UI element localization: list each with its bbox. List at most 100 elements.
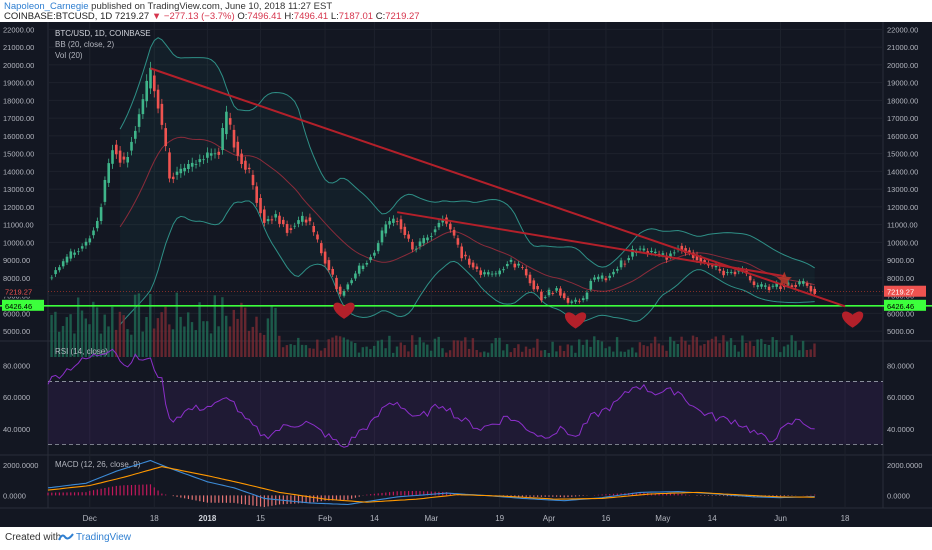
candle-body (809, 286, 813, 292)
volume-bar (206, 321, 209, 357)
rsi-line (47, 348, 815, 448)
volume-bar (699, 345, 702, 357)
candle-body (240, 153, 243, 164)
candle-body (650, 250, 653, 253)
volume-bar (756, 339, 759, 357)
candle-body (221, 128, 224, 150)
right-y-tick-label: 17000.00 (887, 114, 918, 123)
volume-bar (380, 339, 383, 357)
volume-bar (786, 344, 790, 357)
candle-body (395, 221, 399, 222)
left-y-tick-label: 17000.00 (3, 114, 34, 123)
volume-bar (794, 341, 797, 357)
candle-body (767, 286, 771, 290)
volume-bar (452, 340, 456, 357)
volume-bar (251, 326, 254, 357)
volume-bar (509, 352, 512, 357)
candle-body (562, 293, 566, 299)
candle-body (399, 219, 403, 230)
x-tick-label: 19 (495, 514, 504, 523)
volume-bar (281, 347, 285, 357)
candle-body (92, 230, 95, 236)
volume-bar (399, 342, 402, 357)
candle-body (532, 280, 536, 290)
volume-bar (813, 343, 816, 357)
volume-bar (528, 348, 531, 357)
candle-body (335, 277, 338, 290)
ohlc-line: COINBASE:BTCUSD, 1D 7219.27 ▼ −277.13 (−… (4, 11, 420, 22)
right-y-tick-label: 12000.00 (887, 203, 918, 212)
candle-body (471, 262, 475, 268)
candle-body (771, 285, 775, 287)
candle-body (380, 230, 384, 243)
right-y-tick-label: 10000.00 (887, 238, 918, 247)
x-tick-label: 18 (841, 514, 850, 523)
candle-body (338, 286, 342, 295)
candle-body (623, 263, 627, 265)
volume-bar (798, 350, 801, 357)
candle-body (483, 272, 486, 275)
left-y-tick-label: 18000.00 (3, 96, 34, 105)
volume-bar (418, 337, 421, 357)
x-tick-label: 14 (370, 514, 379, 523)
author-link[interactable]: Napoleon_Carnegie (4, 1, 89, 12)
volume-bar (414, 344, 418, 357)
chart-area[interactable]: 5000.005000.006000.006000.007000.007000.… (0, 22, 932, 527)
volume-bar (80, 310, 84, 357)
candle-body (779, 286, 782, 289)
volume-bar (585, 339, 588, 357)
price-legend-title: BTC/USD, 1D, COINBASE (55, 29, 151, 38)
candle-body (502, 269, 505, 271)
volume-bar (403, 345, 406, 357)
candle-body (160, 103, 164, 125)
candle-body (813, 288, 816, 294)
volume-bar (133, 294, 137, 357)
candle-body (487, 272, 490, 275)
volume-bar (627, 349, 630, 357)
candle-body (509, 259, 513, 262)
candle-body (168, 152, 171, 179)
tradingview-link[interactable]: TradingView (76, 532, 132, 543)
volume-bar (608, 346, 611, 357)
candle-body (566, 298, 570, 303)
volume-bar (384, 348, 387, 357)
candle-body (593, 277, 596, 280)
volume-bar (300, 344, 304, 357)
bollinger-lower-band (119, 200, 815, 325)
right-y-tick-label: 22000.00 (887, 25, 918, 34)
volume-bar (729, 338, 733, 357)
candle-body (691, 252, 695, 259)
volume-bar (547, 353, 550, 357)
candle-body (513, 263, 517, 268)
volume-bar (274, 307, 277, 357)
candle-body (479, 270, 482, 275)
volume-bar (467, 348, 471, 357)
candle-body (517, 263, 520, 266)
candle-body (794, 285, 797, 287)
candle-body (540, 291, 543, 301)
volume-bar (213, 295, 216, 357)
left-y-tick-label: 14000.00 (3, 167, 34, 176)
candle-body (680, 245, 684, 251)
candle-body (468, 258, 471, 265)
bollinger-basis (119, 136, 815, 292)
candle-body (217, 151, 221, 155)
volume-bar (490, 343, 494, 357)
volume-bar (676, 344, 679, 357)
volume-bar (494, 338, 497, 357)
candle-body (775, 283, 778, 287)
candle-body (141, 99, 145, 115)
volume-bar (240, 302, 243, 357)
candle-body (559, 288, 562, 296)
volume-bar (688, 344, 691, 357)
volume-bar (190, 322, 194, 357)
right-y-tick-label: 6000.00 (887, 309, 914, 318)
candle-body (96, 221, 99, 229)
left-current-price-label: 7219.27 (5, 288, 32, 297)
volume-bar (270, 306, 273, 357)
left-y-tick-label: 5000.00 (3, 327, 30, 336)
candle-body (111, 150, 114, 164)
volume-bar (707, 340, 710, 357)
candle-body (798, 281, 801, 285)
chart-canvas[interactable]: 5000.005000.006000.006000.007000.007000.… (0, 22, 932, 527)
